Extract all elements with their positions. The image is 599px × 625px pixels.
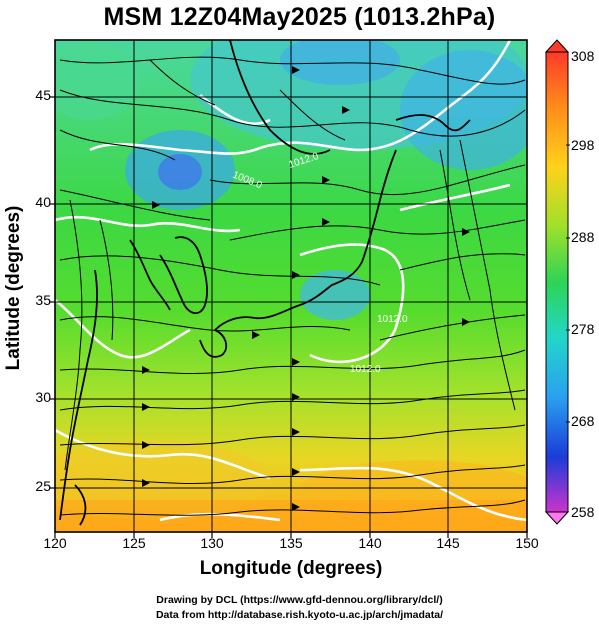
streamline-arrow (462, 318, 470, 326)
streamline (59, 89, 526, 137)
contour-label: 1012.0 (350, 364, 381, 375)
streamline (99, 219, 114, 341)
streamline-arrow (252, 331, 260, 339)
contour-label: 1012.0 (377, 314, 408, 325)
x-tick-label: 125 (122, 535, 146, 551)
streamline-arrow (292, 503, 300, 511)
credit-data: Data from http://database.rish.kyoto-u.a… (155, 609, 444, 621)
streamline-arrow (292, 468, 300, 476)
streamline-arrowheads (142, 66, 470, 511)
chart-title: MSM 12Z04May2025 (1013.2hPa) (103, 3, 496, 31)
contour-line (299, 243, 405, 364)
tick-marks (49, 96, 528, 538)
contour-line (399, 183, 511, 212)
streamline (399, 253, 526, 271)
y-tick-label: 35 (35, 292, 51, 308)
streamline (59, 189, 211, 221)
streamline (64, 199, 83, 471)
streamline-arrow (342, 106, 350, 114)
streamline-arrow (142, 479, 150, 487)
x-axis-label: Longitude (degrees) (199, 558, 383, 579)
streamline-arrow (292, 428, 300, 436)
colorbar-tick-label: 278 (571, 321, 595, 337)
streamline (379, 314, 526, 341)
credit-drawing: Drawing by DCL (https://www.gfd-dennou.o… (156, 594, 443, 606)
streamline-arrow (142, 403, 150, 411)
y-tick-label: 30 (35, 389, 51, 405)
contour-line (55, 428, 271, 480)
yellowsea-coastline (129, 239, 171, 311)
y-tick-label: 40 (35, 194, 51, 210)
streamline-arrow (292, 66, 300, 74)
streamline (59, 316, 351, 332)
colorbar-tick-label: 288 (571, 229, 595, 245)
streamline (149, 59, 216, 106)
streamline (59, 255, 381, 286)
streamline (59, 56, 526, 85)
streamline-arrow (292, 358, 300, 366)
y-axis-label: Latitude (degrees) (3, 205, 24, 371)
kyushu-coastline (199, 329, 228, 358)
colorbar-tick-label: 308 (571, 48, 595, 64)
x-tick-label: 130 (200, 535, 224, 551)
colorbar-tick-label: 268 (571, 413, 595, 429)
contour-line (299, 466, 527, 522)
wind-streamlines (59, 56, 526, 516)
contour-line (55, 298, 191, 359)
streamline-arrow (292, 271, 300, 279)
streamline-arrow (322, 218, 330, 226)
streamline-arrow (152, 201, 160, 209)
colorbar-bottom-triangle (544, 511, 570, 525)
streamline-arrow (322, 176, 330, 184)
streamline (59, 129, 176, 161)
russia-coastline (229, 40, 331, 155)
streamline (209, 164, 526, 196)
colorbar (544, 39, 570, 525)
streamline-arrow (142, 441, 150, 449)
grid-lines (55, 40, 527, 532)
korea-coastline (159, 236, 208, 314)
streamline-arrow (142, 366, 150, 374)
x-tick-label: 140 (358, 535, 382, 551)
pressure-contours (55, 40, 527, 522)
y-tick-label: 45 (35, 87, 51, 103)
colorbar-tick-label: 258 (571, 504, 595, 520)
colorbar-tick-label: 298 (571, 137, 595, 153)
x-tick-label: 135 (279, 535, 303, 551)
x-tick-label: 150 (515, 535, 539, 551)
colorbar-top-triangle (544, 39, 570, 53)
hokkaido-coastline (395, 114, 471, 132)
x-tick-label: 145 (436, 535, 460, 551)
streamline (459, 139, 516, 411)
streamline (439, 149, 471, 301)
colorbar-bar (545, 51, 569, 513)
y-tick-label: 25 (35, 478, 51, 494)
x-tick-label: 120 (43, 535, 67, 551)
streamline (59, 499, 526, 516)
japan-coastline (214, 149, 397, 331)
contour-line (89, 40, 512, 155)
streamline (279, 89, 346, 141)
streamline-arrow (462, 228, 470, 236)
